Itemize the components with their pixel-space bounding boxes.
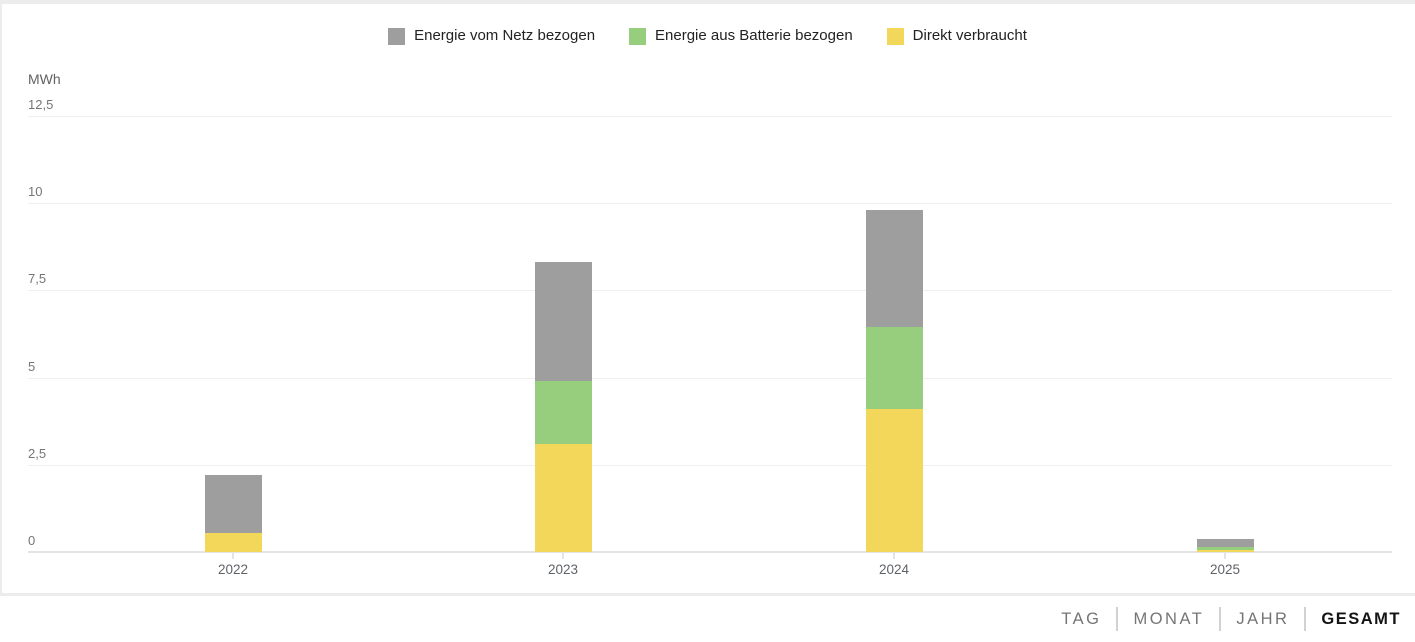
x-axis-line bbox=[28, 551, 1392, 553]
tab-divider bbox=[1304, 607, 1307, 631]
y-axis-unit-label: MWh bbox=[28, 71, 61, 87]
tab-divider bbox=[1219, 607, 1222, 631]
tab-tag[interactable]: TAG bbox=[1061, 609, 1102, 628]
y-tick-label: 0 bbox=[28, 533, 36, 548]
tab-divider bbox=[1116, 607, 1119, 631]
panel-left-border bbox=[0, 4, 2, 594]
y-tick-label: 5 bbox=[28, 358, 36, 374]
x-axis-label-2022: 2022 bbox=[217, 562, 249, 577]
tab-jahr[interactable]: JAHR bbox=[1236, 609, 1290, 628]
gridline bbox=[28, 377, 1392, 379]
stacked-bar-chart: MWh 12,5 10 7,5 5 2,5 0 2022 2023 2024 2025 bbox=[28, 71, 1392, 577]
bar-segment[interactable] bbox=[865, 327, 923, 409]
tab-monat[interactable]: MONAT bbox=[1133, 609, 1205, 628]
direkt-color-swatch-icon bbox=[886, 27, 904, 45]
bar-segment[interactable] bbox=[204, 475, 262, 533]
gridline bbox=[28, 116, 1392, 117]
time-range-tabbar: TAG MONAT JAHR GESAMT bbox=[1046, 596, 1401, 642]
x-axis-tick bbox=[893, 553, 895, 559]
legend-item-direkt: Direkt verbraucht bbox=[886, 27, 1027, 45]
y-tick-label: 10 bbox=[28, 184, 43, 200]
legend-label-direkt: Direkt verbraucht bbox=[912, 27, 1027, 44]
y-tick-label: 12,5 bbox=[28, 97, 54, 112]
legend-item-batterie: Energie aus Batterie bezogen bbox=[629, 27, 853, 45]
tab-gesamt[interactable]: GESAMT bbox=[1321, 609, 1401, 628]
x-axis-label-2024: 2024 bbox=[878, 562, 910, 577]
bar-segment[interactable] bbox=[865, 408, 923, 552]
y-tick-label: 7,5 bbox=[28, 271, 47, 287]
y-tick-label: 2,5 bbox=[28, 445, 47, 461]
bar-segment[interactable] bbox=[204, 532, 262, 552]
x-axis-label-2023: 2023 bbox=[547, 562, 579, 577]
panel-top-border bbox=[0, 0, 1415, 4]
bar-segment[interactable] bbox=[534, 262, 592, 382]
x-axis-label-2025: 2025 bbox=[1209, 562, 1241, 577]
x-axis-tick bbox=[232, 553, 234, 559]
bar-2024[interactable] bbox=[865, 210, 923, 552]
bar-segment[interactable] bbox=[865, 210, 923, 328]
legend-item-netz: Energie vom Netz bezogen bbox=[388, 27, 595, 45]
bar-segment[interactable] bbox=[1196, 549, 1254, 552]
gridline bbox=[28, 464, 1392, 466]
netz-color-swatch-icon bbox=[388, 27, 406, 45]
chart-legend: Energie vom Netz bezogen Energie aus Bat… bbox=[0, 26, 1415, 46]
bar-segment[interactable] bbox=[534, 443, 592, 552]
x-axis-tick bbox=[1224, 553, 1226, 559]
x-axis-tick bbox=[562, 553, 564, 559]
legend-label-netz: Energie vom Netz bezogen bbox=[414, 27, 596, 44]
bar-segment[interactable] bbox=[1196, 547, 1254, 550]
footer-divider bbox=[0, 593, 1415, 596]
bar-2022[interactable] bbox=[204, 475, 262, 552]
batterie-color-swatch-icon bbox=[629, 27, 647, 45]
legend-label-batterie: Energie aus Batterie bezogen bbox=[655, 27, 853, 44]
bar-2025[interactable] bbox=[1196, 539, 1254, 552]
bar-segment[interactable] bbox=[534, 381, 592, 444]
bar-segment[interactable] bbox=[1196, 539, 1254, 548]
gridline bbox=[28, 203, 1392, 205]
gridline bbox=[28, 290, 1392, 292]
bar-2023[interactable] bbox=[534, 262, 592, 552]
